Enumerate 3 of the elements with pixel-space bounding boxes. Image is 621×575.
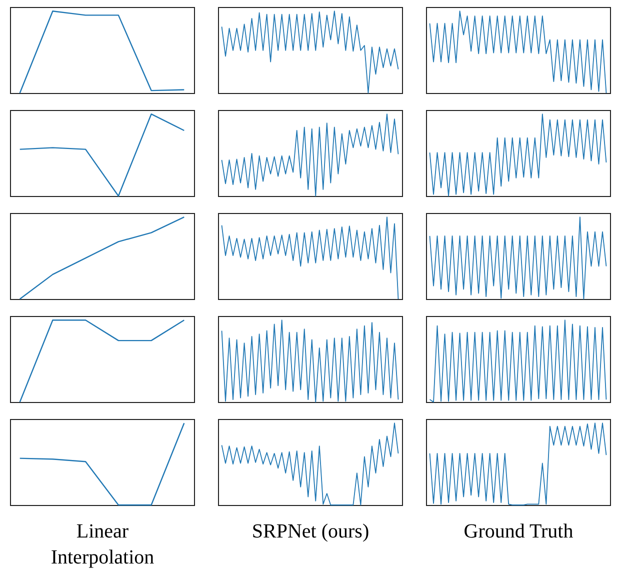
x-axis-title: SRPNet (ours) (252, 520, 370, 542)
x-axis-title: Linear Interpolation (50, 520, 154, 568)
x-axis-title: Ground Truth (464, 520, 574, 542)
